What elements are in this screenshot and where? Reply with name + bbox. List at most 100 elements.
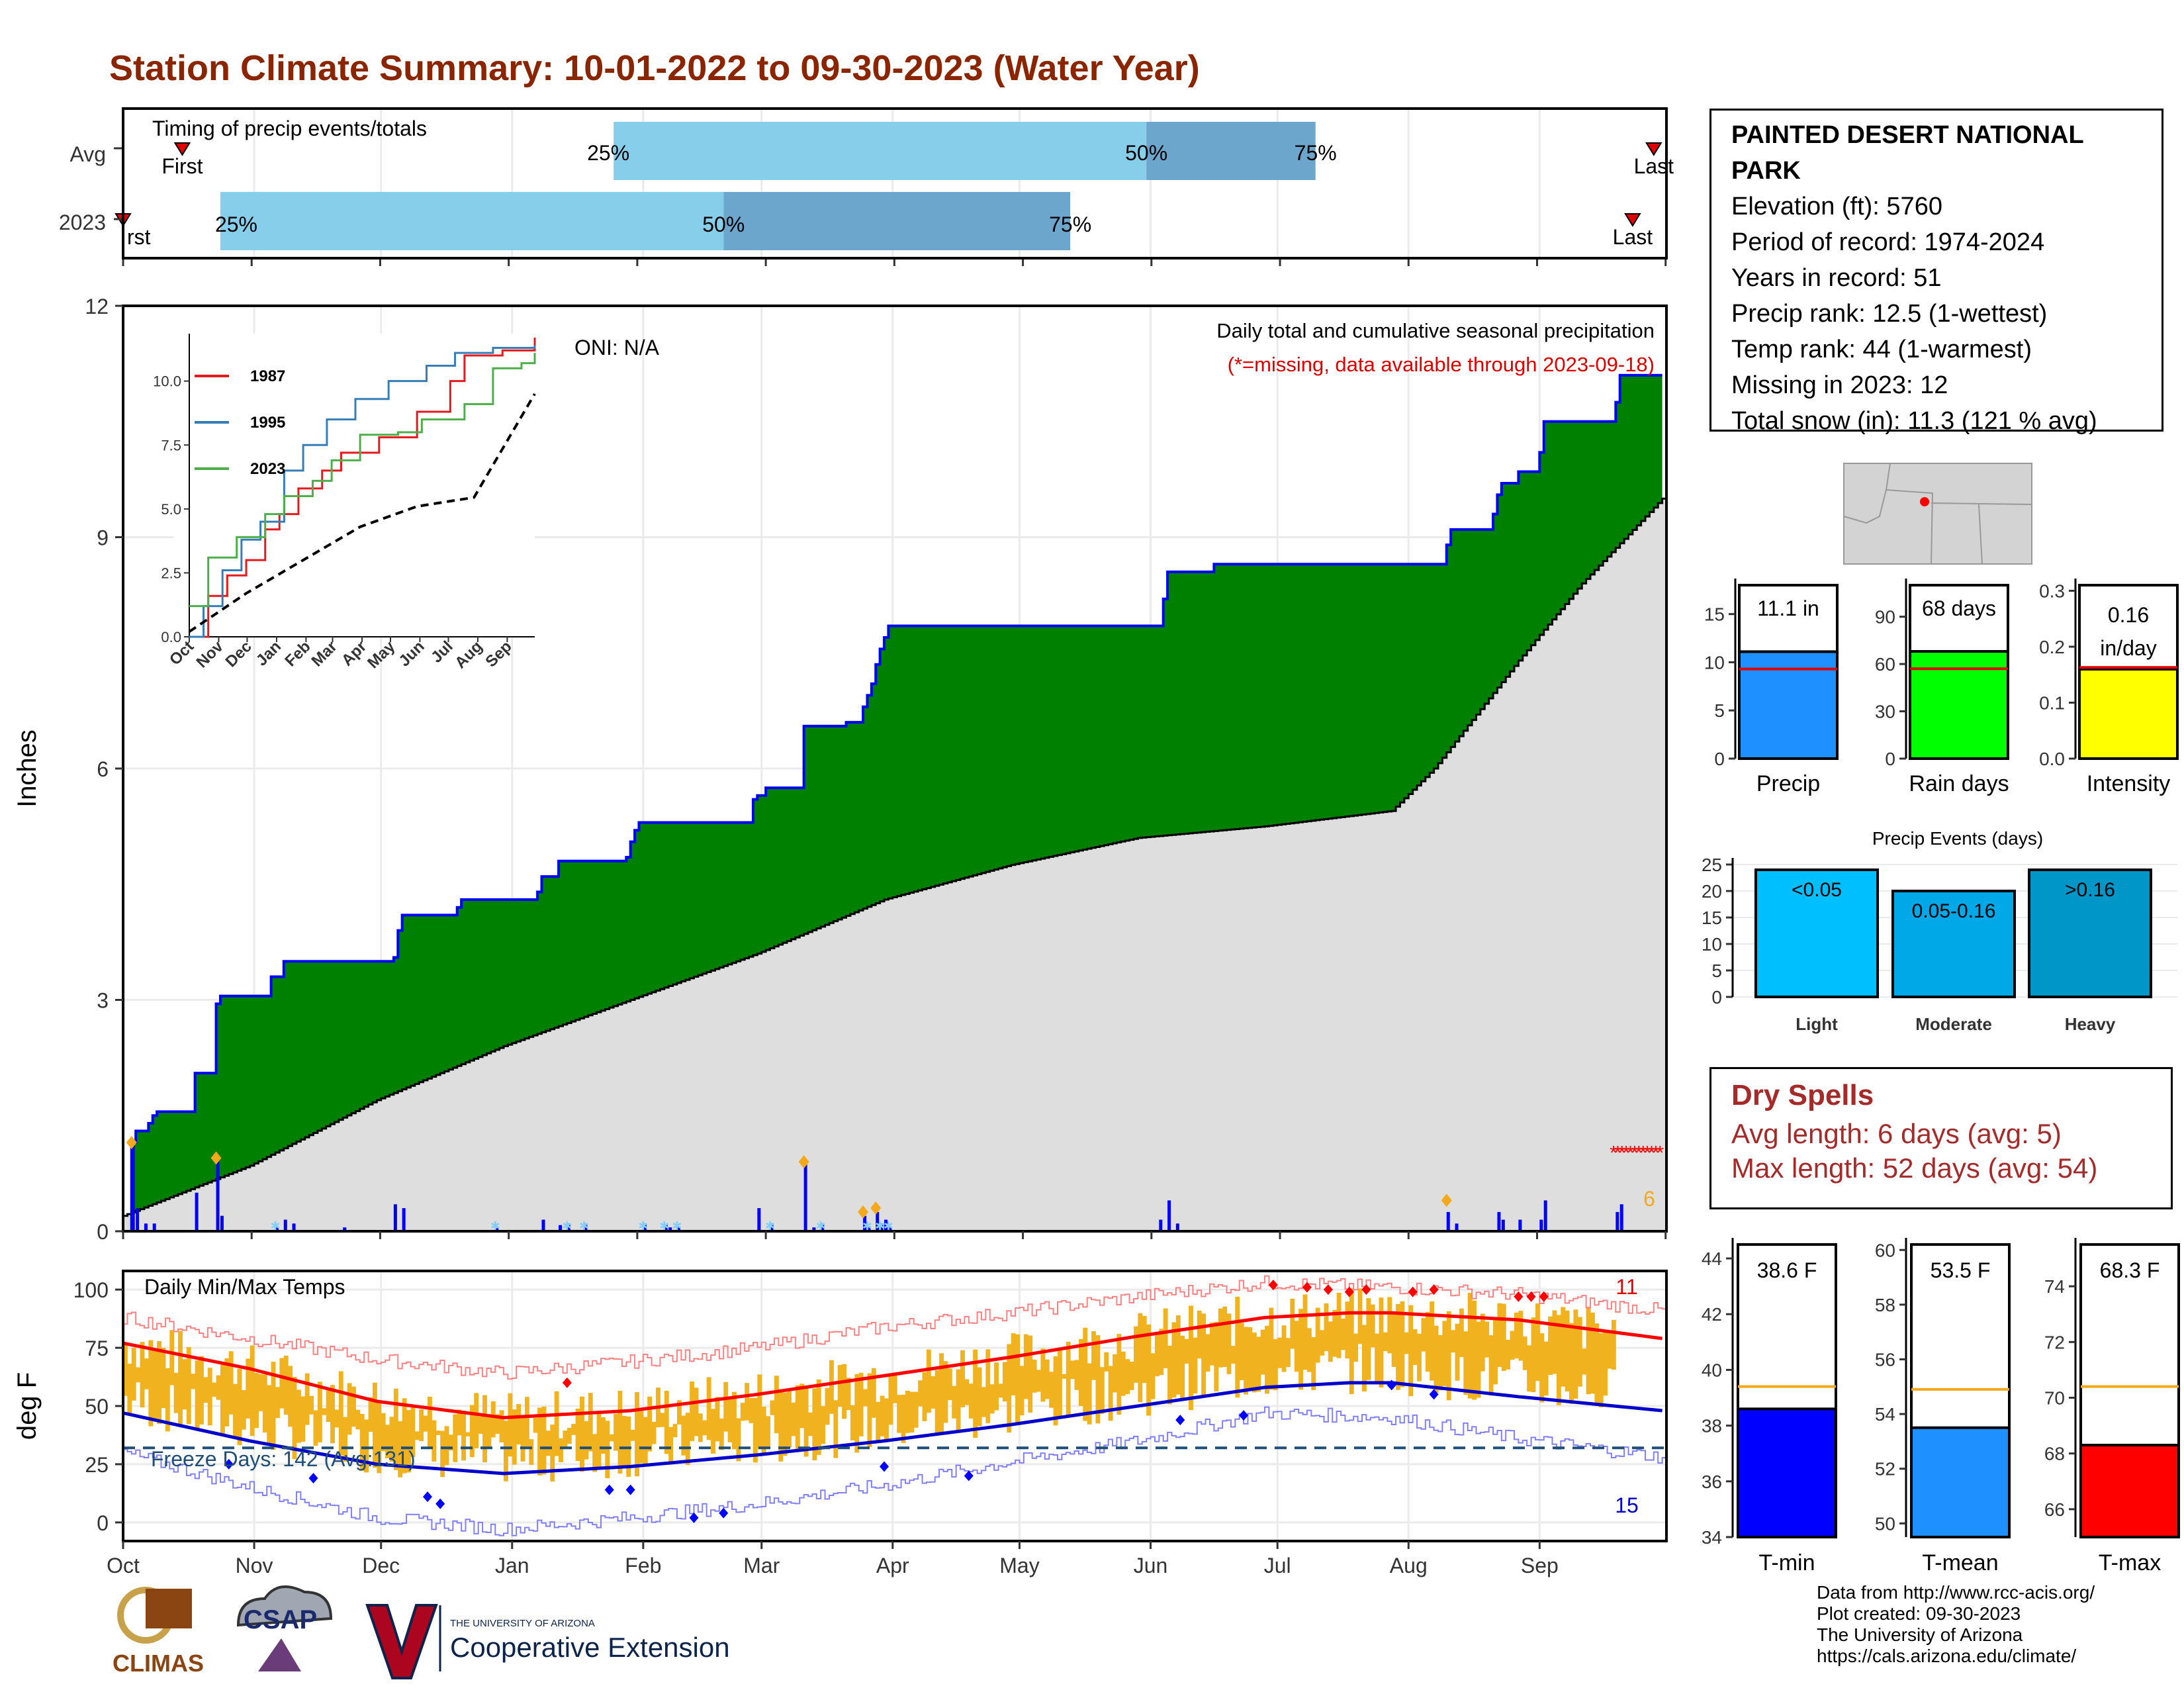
daily-precip-bar — [1167, 1200, 1171, 1231]
daily-temp-range-bar — [690, 1382, 695, 1441]
snow-marker: ✱ — [884, 1219, 893, 1233]
inset-legend-label: 1987 — [250, 367, 285, 385]
temps-plot — [122, 1275, 1666, 1536]
daily-temp-range-bar — [803, 1387, 809, 1457]
daily-temp-range-bar — [592, 1434, 598, 1472]
daily-temp-range-bar — [630, 1429, 635, 1441]
daily-temp-range-bar — [931, 1376, 936, 1409]
daily-temp-range-bar — [258, 1374, 263, 1411]
daily-temp-range-bar — [1345, 1301, 1350, 1359]
daily-temp-range-bar — [1493, 1317, 1498, 1385]
ua-logo: THE UNIVERSITY OF ARIZONA Cooperative Ex… — [365, 1604, 730, 1679]
daily-precip-bar — [863, 1215, 867, 1231]
daily-temp-range-bar — [905, 1390, 910, 1433]
daily-temp-range-bar — [550, 1425, 555, 1482]
daily-temp-range-bar — [1586, 1307, 1591, 1395]
record-high-marker — [1302, 1282, 1312, 1293]
dry-spells-avg: Avg length: 6 days (avg: 5) — [1731, 1118, 2062, 1149]
daily-temp-range-bar — [250, 1345, 255, 1436]
daily-precip-bar — [821, 1223, 825, 1231]
daily-temp-range-bar — [216, 1375, 221, 1400]
daily-temp-range-bar — [309, 1395, 314, 1415]
timing-bar-q50-75 — [1146, 122, 1316, 180]
inset-chart: 0.02.55.07.510.0OctNovDecJanFebMarAprMay… — [153, 334, 536, 672]
daily-temp-range-bar — [1451, 1330, 1456, 1353]
timing-label-75: 75% — [1049, 212, 1091, 236]
daily-temp-range-bar — [1446, 1311, 1451, 1401]
daily-temp-range-bar — [1302, 1294, 1308, 1370]
daily-temp-range-bar — [1417, 1333, 1422, 1382]
record-daily-marker — [798, 1155, 809, 1169]
inset-legend-label: 2023 — [250, 460, 285, 478]
daily-temp-range-bar — [1455, 1323, 1460, 1381]
daily-temp-range-bar — [897, 1395, 902, 1433]
daily-temp-range-bar — [1175, 1315, 1181, 1395]
totals-ytick-label: 0 — [1885, 749, 1895, 769]
snow-marker: ✱ — [875, 1219, 885, 1233]
daily-precip-bar — [220, 1215, 224, 1231]
daily-precip-bar — [541, 1219, 545, 1231]
daily-temp-range-bar — [1113, 1354, 1117, 1393]
temps-xtick-label: Oct — [107, 1554, 140, 1577]
temps-x-axis: Oct Nov Dec Jan Feb Mar Apr May Jun Jul Aug Sep — [107, 1541, 1559, 1577]
daily-temp-range-bar — [1332, 1309, 1338, 1357]
daily-temp-range-bar — [233, 1383, 238, 1438]
timing-last-label: Last — [1634, 154, 1674, 178]
daily-temp-range-bar — [600, 1417, 606, 1454]
snow-marker: ✱ — [490, 1219, 500, 1233]
events-value-label: >0.16 — [2065, 879, 2115, 901]
daily-temp-range-bar — [605, 1421, 610, 1479]
daily-temp-range-bar — [1573, 1309, 1578, 1399]
tsum-ytick-label: 34 — [1702, 1527, 1722, 1548]
daily-temp-range-bar — [414, 1431, 420, 1440]
daily-temp-range-bar — [913, 1391, 919, 1428]
temps-xtick-label: Dec — [362, 1554, 400, 1577]
daily-precip-bar — [343, 1227, 347, 1231]
daily-temp-range-bar — [1603, 1331, 1608, 1396]
daily-temp-range-bar — [621, 1416, 627, 1468]
daily-temp-range-bar — [1138, 1313, 1143, 1403]
daily-temp-range-bar — [195, 1360, 200, 1429]
daily-temp-range-bar — [1066, 1341, 1071, 1416]
daily-temp-range-bar — [575, 1408, 580, 1462]
daily-precip-bar — [676, 1227, 680, 1231]
snow-marker: ✱ — [562, 1219, 572, 1233]
daily-precip-bar — [559, 1225, 563, 1231]
station-name: PAINTED DESERT NATIONAL PARK — [1731, 121, 2084, 185]
daily-temp-range-bar — [719, 1418, 724, 1450]
daily-temp-range-bar — [1053, 1356, 1058, 1426]
daily-temp-range-bar — [1028, 1335, 1033, 1413]
ua-big-text: Cooperative Extension — [450, 1632, 730, 1663]
daily-temp-range-bar — [1366, 1298, 1371, 1380]
daily-temp-range-bar — [1083, 1327, 1088, 1421]
daily-temp-range-bar — [428, 1397, 432, 1447]
daily-temp-range-bar — [989, 1384, 995, 1414]
oni-label: ONI: N/A — [574, 336, 660, 359]
record-high-count: 11 — [1615, 1275, 1637, 1299]
totals-ytick-label: 90 — [1875, 607, 1895, 628]
daily-precip-bar — [1455, 1223, 1459, 1231]
daily-temp-range-bar — [267, 1385, 272, 1444]
precip-plot: ✱ ✱ ✱ ✱ ✱ ✱ ✱ ✱ ✱ ✱ ✱✱************ — [123, 373, 1666, 1233]
events-ytick-label: 5 — [1711, 961, 1722, 981]
daily-temp-range-bar — [423, 1415, 428, 1432]
timing-bar-q25-50 — [614, 122, 1147, 180]
daily-temp-range-bar — [1125, 1359, 1130, 1395]
daily-temp-range-bar — [647, 1396, 653, 1452]
inset-ytick-label: 0.0 — [161, 629, 181, 645]
daily-temp-range-bar — [1036, 1370, 1041, 1392]
daily-temp-range-bar — [1197, 1310, 1202, 1359]
daily-temp-range-bar — [1184, 1338, 1189, 1364]
daily-temp-range-bar — [1104, 1352, 1109, 1372]
daily-temp-range-bar — [524, 1397, 529, 1447]
daily-temp-range-bar — [279, 1358, 285, 1409]
daily-temp-range-bar — [495, 1414, 500, 1434]
daily-temp-range-bar — [478, 1416, 483, 1434]
daily-temp-range-bar — [842, 1364, 847, 1419]
daily-temp-range-bar — [1277, 1337, 1283, 1368]
station-precip-rank: Precip rank: 12.5 (1-wettest) — [1731, 300, 2048, 328]
daily-temp-range-bar — [1552, 1310, 1557, 1374]
daily-temp-range-bar — [453, 1414, 458, 1462]
temps-title: Daily Min/Max Temps — [144, 1275, 345, 1299]
